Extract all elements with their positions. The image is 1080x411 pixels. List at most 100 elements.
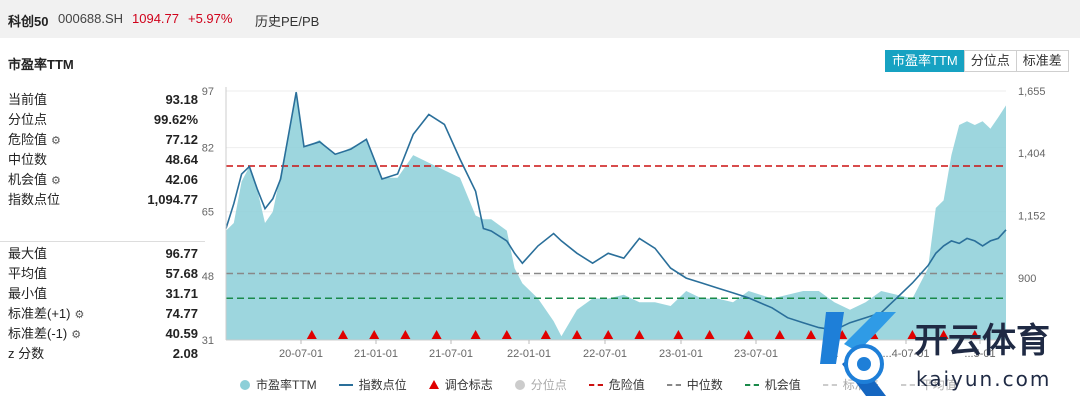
stat-row: 标准差(-1) ⚙ 40.59 bbox=[8, 324, 198, 344]
legend-symbol bbox=[666, 383, 681, 386]
stat-value: 48.64 bbox=[165, 152, 198, 167]
stat-label-text: 危险值 bbox=[8, 132, 48, 147]
header-bar: 科创50 000688.SH 1094.77 +5.97% 历史PE/PB bbox=[0, 0, 1080, 38]
stat-value: 96.77 bbox=[165, 246, 198, 261]
adjustment-marker bbox=[907, 330, 918, 339]
legend-item[interactable]: 分位点 bbox=[514, 376, 567, 393]
x-tick-label: 22-01-01 bbox=[507, 348, 551, 360]
stat-value: 74.77 bbox=[165, 306, 198, 321]
gear-icon[interactable]: ⚙ bbox=[71, 329, 82, 341]
stat-row: 当前值 93.18 bbox=[8, 90, 198, 110]
legend-item[interactable]: 中位数 bbox=[666, 376, 723, 393]
legend-symbol bbox=[240, 379, 250, 390]
stat-row: 标准差(+1) ⚙ 74.77 bbox=[8, 304, 198, 324]
stat-row: 分位点 99.62% bbox=[8, 110, 198, 130]
legend-item[interactable]: 指数点位 bbox=[338, 376, 407, 393]
stat-value: 2.08 bbox=[172, 346, 198, 361]
legend-symbol bbox=[744, 383, 759, 386]
legend-item[interactable]: 危险值 bbox=[588, 376, 645, 393]
legend-label: 机会值 bbox=[764, 378, 801, 392]
tab-pe-ttm[interactable]: 市盈率TTM bbox=[885, 50, 965, 72]
chart-legend: 市盈率TTM指数点位调仓标志分位点危险值中位数机会值标准差平均值 bbox=[240, 376, 979, 393]
stat-value: 99.62% bbox=[153, 112, 198, 127]
stat-label: 指数点位 bbox=[8, 190, 60, 210]
legend-label: 分位点 bbox=[530, 378, 567, 392]
adjustment-markers bbox=[306, 330, 980, 339]
legend-symbol bbox=[588, 383, 603, 386]
legend-item[interactable]: 机会值 bbox=[744, 376, 801, 393]
x-tick-label: ...5-01 bbox=[964, 348, 995, 360]
legend-label: 市盈率TTM bbox=[256, 378, 317, 392]
stat-label-text: 标准差(+1) bbox=[8, 306, 71, 321]
reference-lines bbox=[226, 165, 1006, 300]
index-name[interactable]: 科创50 bbox=[8, 14, 49, 29]
right-tick-label: 900 bbox=[1018, 273, 1036, 285]
x-tick-label: 21-01-01 bbox=[354, 348, 398, 360]
x-tick-label: 22-07-01 bbox=[583, 348, 627, 360]
left-tick-label: 48 bbox=[202, 271, 214, 283]
stat-label-text: 分位点 bbox=[8, 112, 48, 127]
right-tick-label: 1,152 bbox=[1018, 211, 1046, 223]
adjustment-marker bbox=[540, 330, 551, 339]
adjustment-marker bbox=[306, 330, 317, 339]
legend-item[interactable]: 调仓标志 bbox=[428, 376, 493, 393]
legend-item[interactable]: 平均值 bbox=[900, 376, 957, 393]
stat-label: 平均值 bbox=[8, 264, 47, 284]
stat-label-text: 平均值 bbox=[8, 266, 48, 281]
legend-item[interactable]: 市盈率TTM bbox=[240, 376, 317, 393]
gear-icon[interactable]: ⚙ bbox=[51, 175, 61, 187]
stat-label-text: z 分数 bbox=[8, 346, 45, 361]
stat-value: 77.12 bbox=[165, 132, 198, 147]
stat-label: 中位数 bbox=[8, 150, 47, 170]
right-tick-label: 1,655 bbox=[1018, 86, 1046, 98]
legend-symbol bbox=[428, 380, 439, 389]
section-title: 市盈率TTM bbox=[8, 57, 74, 72]
stat-row: 中位数 48.64 bbox=[8, 150, 198, 170]
legend-label: 调仓标志 bbox=[444, 378, 493, 392]
legend-label: 平均值 bbox=[920, 378, 957, 392]
stat-label: 标准差(-1) ⚙ bbox=[8, 324, 81, 345]
adjustment-marker bbox=[603, 330, 614, 339]
adjustment-marker bbox=[673, 330, 684, 339]
watermark-brand: 开云体育 bbox=[914, 321, 1050, 361]
stats-divider bbox=[0, 241, 205, 242]
right-tick-label: 1,404 bbox=[1018, 148, 1046, 160]
x-tick-label: 21-07-01 bbox=[429, 348, 473, 360]
stat-value: 40.59 bbox=[165, 326, 198, 341]
stat-row: 最小值 31.71 bbox=[8, 284, 198, 304]
left-tick-label: 65 bbox=[202, 207, 214, 219]
stats-panel-top: 当前值 93.18 分位点 99.62% 危险值 ⚙ 77.12 中位数 48.64 机会值 ⚙ 42… bbox=[8, 90, 198, 210]
stat-label-text: 机会值 bbox=[8, 172, 48, 187]
stat-label: 最小值 bbox=[8, 284, 47, 304]
gear-icon[interactable]: ⚙ bbox=[74, 309, 85, 321]
adjustment-marker bbox=[501, 330, 512, 339]
adjustment-marker bbox=[743, 330, 754, 339]
legend-label: 危险值 bbox=[608, 378, 645, 392]
stat-label: z 分数 bbox=[8, 344, 44, 364]
gear-icon[interactable]: ⚙ bbox=[51, 135, 61, 147]
index-change: +5.97% bbox=[188, 11, 233, 26]
tab-std-dev[interactable]: 标准差 bbox=[1015, 50, 1069, 72]
stat-row: z 分数 2.08 bbox=[8, 344, 198, 364]
history-pe-pb-link[interactable]: 历史PE/PB bbox=[255, 14, 320, 29]
x-tick-label: 23-01-01 bbox=[659, 348, 703, 360]
stat-value: 93.18 bbox=[165, 92, 198, 107]
stat-row: 平均值 57.68 bbox=[8, 264, 198, 284]
watermark-domain: kaiyun.com bbox=[916, 367, 1051, 391]
stat-value: 31.71 bbox=[165, 286, 198, 301]
tab-percentile[interactable]: 分位点 bbox=[963, 50, 1017, 72]
legend-label: 中位数 bbox=[686, 378, 723, 392]
stat-label: 机会值 ⚙ bbox=[8, 170, 61, 191]
adjustment-marker bbox=[704, 330, 715, 339]
adjustment-marker bbox=[470, 330, 481, 339]
adjustment-marker bbox=[338, 330, 348, 339]
kaiyun-watermark: 开云体育 kaiyun.com bbox=[820, 312, 1051, 396]
left-tick-label: 97 bbox=[202, 86, 214, 98]
stat-label: 标准差(+1) ⚙ bbox=[8, 304, 84, 325]
adjustment-marker bbox=[969, 330, 980, 339]
stat-value: 57.68 bbox=[165, 266, 198, 281]
left-tick-label: 82 bbox=[202, 143, 214, 155]
index-code: 000688.SH bbox=[58, 11, 124, 26]
pe-area-series bbox=[226, 91, 1006, 340]
